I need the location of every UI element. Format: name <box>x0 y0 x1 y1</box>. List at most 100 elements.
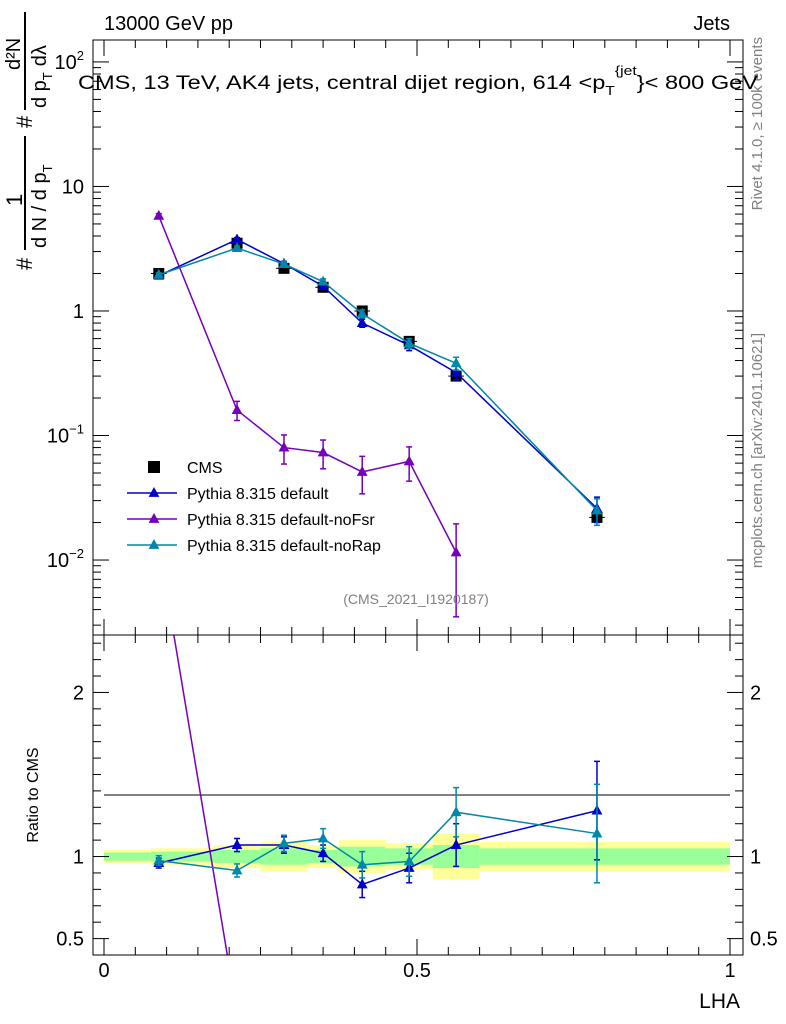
ratio-point <box>317 847 329 858</box>
data-point <box>356 317 368 327</box>
legend-entry: Pythia 8.315 default-noRap <box>127 538 381 555</box>
series-pythia-8-315-default-nofsr <box>153 209 462 618</box>
ratio-point <box>317 832 329 843</box>
x-tick-label: 0.5 <box>403 960 431 982</box>
uncertainty-band-inner <box>213 849 261 864</box>
y-tick-label-exp: −1 <box>69 422 84 437</box>
ratio-y-tick-label-right: 0.5 <box>750 929 778 951</box>
y-label-dpt: d pTdλ <box>29 45 55 108</box>
y-label-hash-2: # <box>12 115 37 128</box>
y-tick-label-exp: 2 <box>77 48 84 63</box>
y-tick-label-base: 10 <box>62 176 84 198</box>
ratio-panel: 0.5 0.5 1 1 2 2 <box>56 634 778 956</box>
side-label-bottom: mcplots.cern.ch [arXiv:2401.10621] <box>749 333 766 568</box>
data-point <box>403 337 415 348</box>
ratio-series-group <box>153 635 603 955</box>
chart-title-sup: {jet <box>615 63 637 78</box>
y-label-hash-1: # <box>12 257 37 270</box>
ratio-point <box>356 878 368 889</box>
ratio-point <box>231 839 243 849</box>
data-point <box>278 258 290 268</box>
ratio-y-tick-label-left: 2 <box>73 682 84 704</box>
legend-entry: CMS <box>148 460 223 477</box>
ratio-y-tick-label-left: 0.5 <box>56 929 84 951</box>
uncertainty-band-inner <box>104 852 151 861</box>
data-point <box>153 209 165 220</box>
data-point <box>403 455 415 466</box>
ratio-frame <box>92 634 744 956</box>
data-point <box>317 446 329 457</box>
x-tick-label: 1 <box>724 960 735 982</box>
ratio-y-tick-label-right: 1 <box>750 847 761 869</box>
ratio-line <box>158 811 598 872</box>
legend-label: Pythia 8.315 default-noFsr <box>187 512 375 529</box>
y-tick-label-base: 1 <box>73 301 84 323</box>
data-point <box>231 242 243 252</box>
side-label-top: Rivet 4.1.0, ≥ 100k events <box>749 37 766 210</box>
x-tick-label: 0 <box>98 960 109 982</box>
data-point <box>153 268 165 279</box>
legend-marker <box>148 513 160 523</box>
y-tick-label-base: 10 <box>47 550 69 572</box>
legend-entry: Pythia 8.315 default <box>127 486 329 503</box>
ratio-series-pythia-8-315-default-norap <box>153 783 603 884</box>
data-point <box>356 465 368 476</box>
data-point <box>231 233 243 244</box>
y-tick-label: 10 <box>62 176 84 198</box>
chart-title-sub: T <box>605 83 615 98</box>
chart-title: CMS, 13 TeV, AK4 jets, central dijet reg… <box>78 63 758 98</box>
ratio-y-label: Ratio to CMS <box>25 747 42 842</box>
ratio-y-tick-label-right: 2 <box>750 682 761 704</box>
ratio-point <box>450 806 462 817</box>
x-axis-label: LHA <box>699 990 740 1013</box>
chart-title-prefix: CMS, 13 TeV, AK4 jets, central dijet reg… <box>78 72 606 94</box>
data-point <box>450 366 462 377</box>
data-point <box>231 404 243 414</box>
ratio-line <box>158 809 598 886</box>
y-tick-label: 1 <box>73 301 84 323</box>
legend-label: CMS <box>187 460 223 477</box>
y-tick-label: 10−1 <box>47 422 84 448</box>
y-tick-label: 102 <box>55 48 84 74</box>
y-tick-label-base: 10 <box>55 52 77 74</box>
uncertainty-band-inner <box>479 848 730 865</box>
chart-title-suffix: }< 800 GeV <box>637 72 758 94</box>
y-tick-label: 10−2 <box>47 546 84 572</box>
analysis-tag: (CMS_2021_I1920187) <box>343 591 489 607</box>
series-line <box>158 247 598 511</box>
data-point <box>450 357 462 368</box>
ratio-point <box>231 864 243 875</box>
data-point <box>278 441 290 452</box>
y-tick-label-base: 10 <box>47 426 69 448</box>
ratio-y-tick-label-left: 1 <box>73 847 84 869</box>
legend: CMS Pythia 8.315 default Pythia 8.315 defa… <box>127 460 381 555</box>
legend-entry: Pythia 8.315 default-noFsr <box>127 512 375 529</box>
header-left: 13000 GeV pp <box>104 13 233 35</box>
ratio-point <box>591 827 603 838</box>
data-point <box>356 307 368 318</box>
ratio-point <box>153 854 165 865</box>
ratio-line <box>173 635 229 955</box>
legend-marker <box>148 487 160 497</box>
y-axis-label: # 1 d N / d pT # d²N d pTdλ <box>2 12 55 270</box>
uncertainty-band-inner <box>260 848 308 865</box>
legend-label: Pythia 8.315 default <box>187 486 329 503</box>
ratio-point <box>403 855 415 866</box>
series-pythia-8-315-default-norap <box>153 242 603 527</box>
ratio-series-pythia-8-315-default-nofsr <box>173 635 229 955</box>
legend-label: Pythia 8.315 default-noRap <box>187 538 381 555</box>
legend-marker <box>148 461 160 473</box>
data-point <box>278 262 290 274</box>
y-label-d2n: d²N <box>3 38 25 70</box>
y-label-one: 1 <box>2 194 27 206</box>
legend-marker <box>148 539 160 549</box>
ratio-point <box>450 839 462 849</box>
data-point <box>317 275 329 286</box>
ratio-point <box>278 837 290 848</box>
data-point <box>450 546 462 557</box>
series-line <box>158 238 598 509</box>
y-label-dn: d N / d pT <box>29 164 55 248</box>
header-right: Jets <box>693 13 730 35</box>
